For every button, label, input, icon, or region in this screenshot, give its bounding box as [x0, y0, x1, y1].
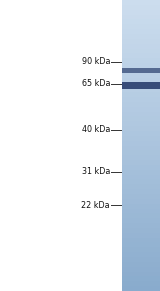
Bar [122, 223, 160, 228]
Bar [122, 213, 160, 219]
Bar [122, 121, 160, 127]
Bar [122, 111, 160, 117]
Bar [122, 73, 160, 78]
Bar [122, 68, 160, 72]
Bar [122, 175, 160, 180]
Text: 40 kDa: 40 kDa [82, 125, 110, 134]
Bar [122, 146, 160, 151]
Bar [122, 126, 160, 132]
Bar [122, 194, 160, 199]
Bar [122, 281, 160, 287]
Bar [122, 247, 160, 253]
Bar [122, 165, 160, 170]
Bar [122, 19, 160, 25]
Bar [122, 24, 160, 30]
Bar [122, 102, 160, 107]
Bar [122, 209, 160, 214]
Bar [122, 257, 160, 262]
Bar [122, 160, 160, 165]
Bar [122, 0, 160, 5]
Text: 31 kDa: 31 kDa [82, 168, 110, 177]
Bar [122, 233, 160, 238]
Bar [122, 199, 160, 204]
Bar [122, 189, 160, 194]
Bar [122, 180, 160, 185]
Bar [122, 184, 160, 190]
Bar [122, 63, 160, 68]
Bar [122, 68, 160, 73]
Bar [122, 170, 160, 175]
Bar [122, 238, 160, 243]
Bar [122, 141, 160, 146]
Bar [122, 286, 160, 291]
Bar [122, 107, 160, 112]
Bar [122, 44, 160, 49]
Bar [122, 242, 160, 248]
Bar [122, 155, 160, 161]
Bar [122, 82, 160, 88]
Bar [122, 81, 160, 88]
Bar [122, 116, 160, 122]
Text: 90 kDa: 90 kDa [81, 58, 110, 67]
Bar [122, 10, 160, 15]
Text: 65 kDa: 65 kDa [81, 79, 110, 88]
Bar [122, 53, 160, 59]
Bar [122, 97, 160, 102]
Bar [122, 218, 160, 223]
Bar [122, 29, 160, 34]
Bar [122, 204, 160, 209]
Bar [122, 87, 160, 93]
Bar [122, 150, 160, 156]
Bar [122, 262, 160, 267]
Text: 22 kDa: 22 kDa [81, 200, 110, 210]
Bar [122, 252, 160, 258]
Bar [122, 92, 160, 97]
Bar [122, 34, 160, 39]
Bar [122, 15, 160, 20]
Bar [122, 49, 160, 54]
Bar [122, 5, 160, 10]
Bar [122, 276, 160, 282]
Bar [122, 136, 160, 141]
Bar [122, 272, 160, 277]
Bar [122, 228, 160, 233]
Bar [122, 131, 160, 136]
Bar [122, 39, 160, 44]
Bar [122, 267, 160, 272]
Bar [122, 58, 160, 63]
Bar [122, 78, 160, 83]
